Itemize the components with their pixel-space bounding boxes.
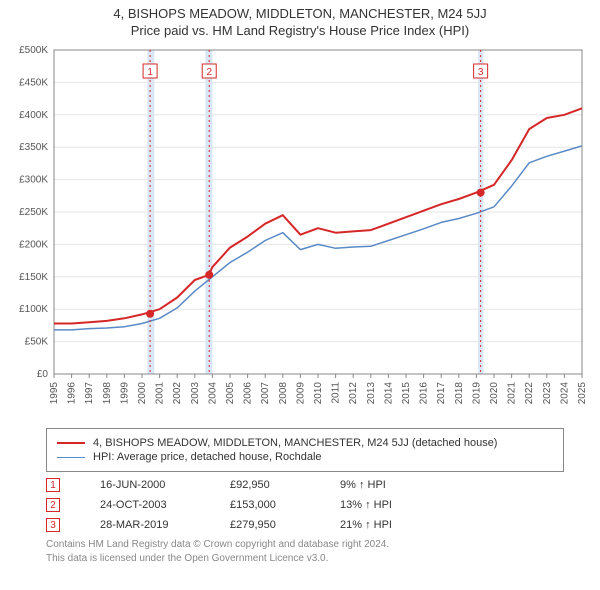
svg-text:£500K: £500K [19, 45, 48, 56]
svg-text:£200K: £200K [19, 239, 48, 250]
title-line1: 4, BISHOPS MEADOW, MIDDLETON, MANCHESTER… [6, 6, 594, 21]
legend-label: HPI: Average price, detached house, Roch… [93, 451, 322, 463]
footnote-line1: Contains HM Land Registry data © Crown c… [46, 538, 564, 552]
sale-price: £92,950 [230, 479, 300, 491]
svg-text:£100K: £100K [19, 304, 48, 315]
svg-text:1997: 1997 [84, 382, 95, 405]
svg-text:2021: 2021 [507, 382, 518, 405]
sale-date: 28-MAR-2019 [100, 519, 190, 531]
svg-text:2015: 2015 [401, 382, 412, 405]
svg-text:2012: 2012 [348, 382, 359, 405]
svg-text:1999: 1999 [119, 382, 130, 405]
footnote-line2: This data is licensed under the Open Gov… [46, 552, 564, 566]
title-block: 4, BISHOPS MEADOW, MIDDLETON, MANCHESTER… [6, 6, 594, 38]
svg-text:2000: 2000 [137, 382, 148, 405]
svg-text:2003: 2003 [190, 382, 201, 405]
price-chart: £0 £50K £100K £150K £200K £250K £300K £350K £400… [6, 42, 594, 422]
svg-text:£450K: £450K [19, 77, 48, 88]
svg-text:2010: 2010 [313, 382, 324, 405]
svg-text:2024: 2024 [559, 382, 570, 405]
legend-swatch [57, 442, 85, 444]
svg-text:2013: 2013 [366, 382, 377, 405]
svg-text:2002: 2002 [172, 382, 183, 405]
sales-row: 3 28-MAR-2019 £279,950 21% ↑ HPI [46, 518, 564, 532]
sale-date: 24-OCT-2003 [100, 499, 190, 511]
legend-swatch [57, 457, 85, 458]
svg-text:1996: 1996 [67, 382, 78, 405]
svg-text:2008: 2008 [278, 382, 289, 405]
svg-text:2004: 2004 [207, 382, 218, 405]
sales-row: 1 16-JUN-2000 £92,950 9% ↑ HPI [46, 478, 564, 492]
sale-date: 16-JUN-2000 [100, 479, 190, 491]
svg-text:£300K: £300K [19, 175, 48, 186]
svg-text:2009: 2009 [295, 382, 306, 405]
sales-row: 2 24-OCT-2003 £153,000 13% ↑ HPI [46, 498, 564, 512]
svg-text:2017: 2017 [436, 382, 447, 405]
svg-text:2016: 2016 [419, 382, 430, 405]
sales-table: 1 16-JUN-2000 £92,950 9% ↑ HPI 2 24-OCT-2003 £… [46, 478, 564, 532]
svg-text:3: 3 [478, 67, 484, 78]
svg-text:£150K: £150K [19, 272, 48, 283]
sale-price: £153,000 [230, 499, 300, 511]
svg-text:2001: 2001 [155, 382, 166, 405]
svg-text:2007: 2007 [260, 382, 271, 405]
svg-text:2: 2 [206, 67, 212, 78]
legend-row: HPI: Average price, detached house, Roch… [57, 451, 553, 463]
svg-text:2022: 2022 [524, 382, 535, 405]
legend: 4, BISHOPS MEADOW, MIDDLETON, MANCHESTER… [46, 428, 564, 472]
sale-delta: 9% ↑ HPI [340, 479, 386, 491]
sale-marker: 3 [46, 518, 60, 532]
legend-row: 4, BISHOPS MEADOW, MIDDLETON, MANCHESTER… [57, 437, 553, 449]
svg-text:2023: 2023 [542, 382, 553, 405]
svg-text:2005: 2005 [225, 382, 236, 405]
svg-text:2018: 2018 [454, 382, 465, 405]
svg-text:1: 1 [147, 67, 153, 78]
svg-text:1995: 1995 [49, 382, 60, 405]
sale-marker: 1 [46, 478, 60, 492]
sale-marker: 2 [46, 498, 60, 512]
svg-text:2025: 2025 [577, 382, 588, 405]
svg-text:£350K: £350K [19, 142, 48, 153]
svg-text:2020: 2020 [489, 382, 500, 405]
sale-price: £279,950 [230, 519, 300, 531]
svg-text:£250K: £250K [19, 207, 48, 218]
svg-text:2011: 2011 [331, 382, 342, 404]
svg-text:£50K: £50K [25, 337, 49, 348]
footnote: Contains HM Land Registry data © Crown c… [46, 538, 564, 565]
svg-text:1998: 1998 [102, 382, 113, 405]
svg-text:£400K: £400K [19, 110, 48, 121]
title-line2: Price paid vs. HM Land Registry's House … [6, 23, 594, 38]
svg-text:2014: 2014 [383, 382, 394, 405]
svg-text:£0: £0 [37, 369, 49, 380]
legend-label: 4, BISHOPS MEADOW, MIDDLETON, MANCHESTER… [93, 437, 497, 449]
chart-svg: £0 £50K £100K £150K £200K £250K £300K £350K £400… [6, 42, 594, 422]
svg-text:2006: 2006 [243, 382, 254, 405]
sale-delta: 13% ↑ HPI [340, 499, 392, 511]
svg-text:2019: 2019 [471, 382, 482, 405]
sale-delta: 21% ↑ HPI [340, 519, 392, 531]
